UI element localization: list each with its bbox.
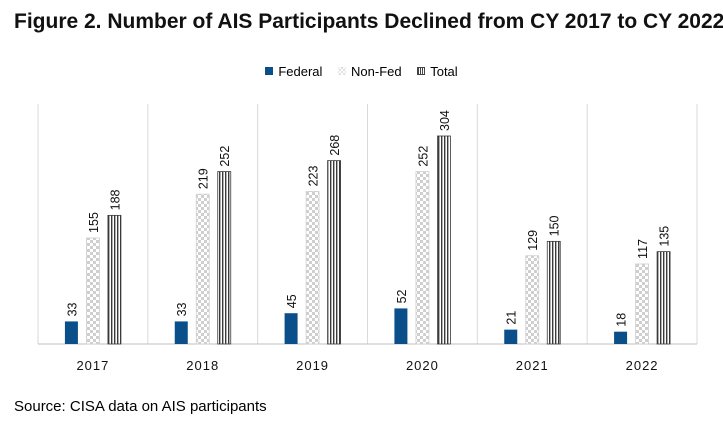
data-label-nonfed-2019: 223 bbox=[307, 166, 321, 187]
bar-nonfed-2021 bbox=[525, 255, 540, 345]
data-label-federal-2021: 21 bbox=[505, 311, 519, 325]
data-label-nonfed-2020: 252 bbox=[416, 146, 430, 167]
bar-total-2022 bbox=[656, 251, 671, 345]
data-label-total-2022: 135 bbox=[658, 226, 672, 247]
legend-swatch-nonfed bbox=[338, 67, 347, 75]
data-label-total-2017: 188 bbox=[108, 189, 122, 210]
data-label-nonfed-2022: 117 bbox=[636, 239, 650, 259]
x-tick-label-2020: 2020 bbox=[406, 358, 439, 373]
legend-label-nonfed: Non-Fed bbox=[351, 63, 402, 79]
legend-item-federal: Federal bbox=[265, 64, 322, 79]
legend-swatch-total bbox=[417, 67, 426, 75]
data-label-nonfed-2018: 219 bbox=[197, 168, 211, 189]
bar-nonfed-2018 bbox=[195, 193, 210, 345]
data-label-total-2020: 304 bbox=[438, 110, 452, 131]
bar-total-2017 bbox=[107, 214, 122, 345]
bar-total-2018 bbox=[217, 171, 232, 345]
x-tick-label-2017: 2017 bbox=[76, 358, 109, 373]
bar-nonfed-2017 bbox=[86, 237, 100, 345]
data-label-federal-2018: 33 bbox=[175, 302, 189, 316]
bar-federal-2019 bbox=[284, 313, 298, 344]
source-note: Source: CISA data on AIS participants bbox=[14, 398, 267, 415]
x-tick-label-2019: 2019 bbox=[296, 358, 329, 373]
bar-nonfed-2020 bbox=[415, 171, 430, 345]
bar-nonfed-2019 bbox=[305, 191, 320, 345]
bar-federal-2022 bbox=[614, 331, 628, 344]
bar-federal-2020 bbox=[394, 308, 408, 344]
bar-total-2021 bbox=[546, 240, 561, 345]
bar-federal-2018 bbox=[174, 321, 188, 344]
legend-label-federal: Federal bbox=[278, 63, 323, 79]
data-label-federal-2020: 52 bbox=[395, 289, 409, 303]
legend-item-total: Total bbox=[417, 63, 458, 79]
data-label-nonfed-2021: 129 bbox=[526, 230, 540, 251]
x-tick-label-2021: 2021 bbox=[516, 358, 549, 373]
legend-item-nonfed: Non-Fed bbox=[338, 64, 402, 79]
bar-federal-2021 bbox=[504, 329, 518, 344]
x-tick-label-2022: 2022 bbox=[626, 358, 659, 373]
data-label-federal-2017: 33 bbox=[65, 302, 79, 316]
legend-swatch-federal bbox=[265, 67, 274, 75]
data-label-nonfed-2017: 155 bbox=[87, 212, 101, 233]
x-tick-label-2018: 2018 bbox=[186, 358, 219, 373]
data-label-federal-2022: 18 bbox=[615, 313, 629, 327]
bar-total-2020 bbox=[437, 135, 451, 345]
bar-nonfed-2022 bbox=[635, 263, 649, 345]
data-label-total-2021: 150 bbox=[548, 215, 562, 236]
chart-title: Figure 2. Number of AIS Participants Dec… bbox=[14, 10, 723, 33]
legend-label-total: Total bbox=[430, 63, 458, 79]
data-label-federal-2019: 45 bbox=[285, 294, 299, 308]
plot-area: 33 155 188 2017 33 219 252 2018 45 223 268 2019 52 25… bbox=[37, 104, 698, 373]
data-label-total-2019: 268 bbox=[328, 135, 342, 156]
legend: Federal Non-Fed Total bbox=[0, 63, 723, 79]
data-label-total-2018: 252 bbox=[218, 146, 232, 167]
bar-total-2019 bbox=[327, 160, 341, 345]
bar-federal-2017 bbox=[64, 321, 78, 344]
